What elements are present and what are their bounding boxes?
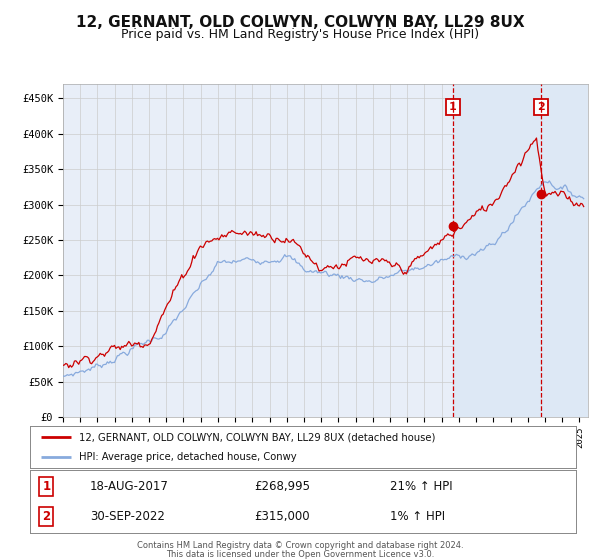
Text: 12, GERNANT, OLD COLWYN, COLWYN BAY, LL29 8UX (detached house): 12, GERNANT, OLD COLWYN, COLWYN BAY, LL2… bbox=[79, 432, 436, 442]
Text: 1: 1 bbox=[43, 480, 50, 493]
Text: This data is licensed under the Open Government Licence v3.0.: This data is licensed under the Open Gov… bbox=[166, 550, 434, 559]
Bar bbox=[452, 84, 600, 417]
Text: 18-AUG-2017: 18-AUG-2017 bbox=[90, 480, 169, 493]
Text: Contains HM Land Registry data © Crown copyright and database right 2024.: Contains HM Land Registry data © Crown c… bbox=[137, 541, 463, 550]
Text: Price paid vs. HM Land Registry's House Price Index (HPI): Price paid vs. HM Land Registry's House … bbox=[121, 28, 479, 41]
Text: 1: 1 bbox=[449, 102, 457, 113]
Text: £268,995: £268,995 bbox=[254, 480, 310, 493]
Text: 21% ↑ HPI: 21% ↑ HPI bbox=[391, 480, 453, 493]
Text: 2: 2 bbox=[43, 510, 50, 523]
Text: 30-SEP-2022: 30-SEP-2022 bbox=[90, 510, 165, 523]
Text: £315,000: £315,000 bbox=[254, 510, 310, 523]
Text: HPI: Average price, detached house, Conwy: HPI: Average price, detached house, Conw… bbox=[79, 452, 297, 462]
Text: 12, GERNANT, OLD COLWYN, COLWYN BAY, LL29 8UX: 12, GERNANT, OLD COLWYN, COLWYN BAY, LL2… bbox=[76, 15, 524, 30]
Text: 2: 2 bbox=[537, 102, 545, 113]
Text: 1% ↑ HPI: 1% ↑ HPI bbox=[391, 510, 445, 523]
